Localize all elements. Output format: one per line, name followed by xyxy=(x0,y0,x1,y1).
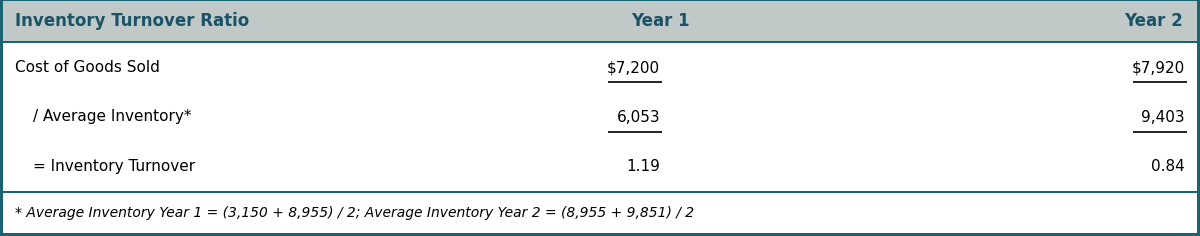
Text: 1.19: 1.19 xyxy=(626,159,660,174)
Text: = Inventory Turnover: = Inventory Turnover xyxy=(34,159,196,174)
Text: $7,200: $7,200 xyxy=(607,60,660,75)
Text: / Average Inventory*: / Average Inventory* xyxy=(34,110,192,125)
Text: 0.84: 0.84 xyxy=(1151,159,1186,174)
Text: Year 1: Year 1 xyxy=(631,12,689,30)
Bar xyxy=(2,43,1198,191)
Bar xyxy=(2,1,1198,41)
Bar xyxy=(2,193,1198,233)
Text: Inventory Turnover Ratio: Inventory Turnover Ratio xyxy=(14,12,250,30)
Text: Year 2: Year 2 xyxy=(1124,12,1183,30)
Text: 9,403: 9,403 xyxy=(1141,110,1186,125)
Text: $7,920: $7,920 xyxy=(1132,60,1186,75)
Text: 6,053: 6,053 xyxy=(617,110,660,125)
Text: Cost of Goods Sold: Cost of Goods Sold xyxy=(14,60,160,75)
Text: * Average Inventory Year 1 = (3,150 + 8,955) / 2; Average Inventory Year 2 = (8,: * Average Inventory Year 1 = (3,150 + 8,… xyxy=(14,206,694,220)
